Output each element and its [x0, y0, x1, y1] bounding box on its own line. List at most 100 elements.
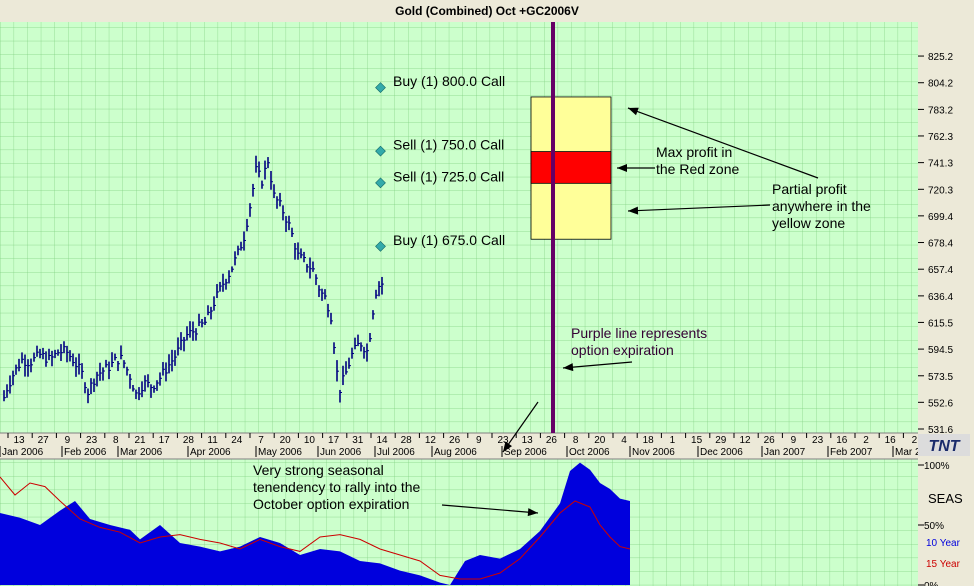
yellow-lower-arrow: [627, 204, 771, 212]
red-zone-arrow-head: [617, 164, 627, 172]
time-month-label: May 2006: [258, 447, 302, 458]
time-day-label: 13: [13, 435, 25, 446]
partial-profit-note: anywhere in the: [772, 198, 871, 214]
price-tick-label: 741.3: [928, 159, 953, 170]
time-day-label: 7: [258, 435, 264, 446]
seasonal-series: [0, 462, 631, 585]
price-tick-label: 678.4: [928, 239, 953, 250]
price-tick-label: 825.2: [928, 52, 953, 63]
time-day-label: 27: [38, 435, 50, 446]
max-profit-note: the Red zone: [656, 161, 739, 177]
profit-zones: [530, 96, 612, 240]
price-grid: [0, 22, 918, 433]
time-day-label: 28: [401, 435, 413, 446]
time-day-label: 26: [764, 435, 776, 446]
time-day-label: 31: [352, 435, 364, 446]
time-day-label: 16: [885, 435, 897, 446]
expiration-arrow-head: [563, 363, 574, 372]
strike-label: Sell (1) 750.0 Call: [393, 137, 504, 153]
seasonal-right-arrow-head: [527, 508, 538, 517]
time-day-label: 21: [134, 435, 146, 446]
seasonal-legend-title: SEAS: [928, 491, 963, 506]
time-day-label: 23: [812, 435, 824, 446]
time-day-label: 8: [573, 435, 579, 446]
time-day-label: 2: [863, 435, 869, 446]
seasonal-up-arrow: [502, 401, 539, 453]
seasonal-tick-label: 50%: [924, 521, 944, 532]
price-tick-label: 531.6: [928, 425, 953, 436]
seasonal-axis: [918, 459, 974, 586]
time-day-label: 28: [183, 435, 195, 446]
time-month-label: Sep 2006: [504, 447, 547, 458]
time-month-label: Jun 2006: [320, 447, 362, 458]
price-tick-label: 657.4: [928, 265, 953, 276]
time-day-label: 12: [425, 435, 437, 446]
price-tick-label: 594.5: [928, 345, 953, 356]
seasonal-note: tenendency to rally into the: [253, 479, 421, 495]
red-zone: [530, 151, 612, 184]
price-axis: [918, 22, 974, 433]
time-month-label: Nov 2006: [632, 447, 675, 458]
tnt-logo: TNT: [918, 434, 970, 456]
time-month-label: Jan 2006: [2, 447, 44, 458]
time-month-label: Oct 2006: [569, 447, 610, 458]
time-month-label: Mar 2006: [120, 447, 163, 458]
price-tick-label: 552.6: [928, 398, 953, 409]
yellow-upper-arrow-head: [628, 107, 639, 116]
strike-label: Sell (1) 725.0 Call: [393, 168, 504, 184]
time-day-label: 17: [159, 435, 171, 446]
seasonal-tick-label: 100%: [924, 461, 950, 472]
seasonal-note: October option expiration: [253, 496, 409, 512]
time-day-label: 9: [791, 435, 797, 446]
time-day-label: 29: [715, 435, 727, 446]
time-month-label: Apr 2006: [190, 447, 231, 458]
price-tick-label: 636.4: [928, 292, 953, 303]
time-day-label: 9: [65, 435, 71, 446]
time-day-label: 8: [113, 435, 119, 446]
time-day-label: 23: [497, 435, 509, 446]
title-bar: [0, 0, 974, 22]
price-tick-label: 804.2: [928, 79, 953, 90]
strike-marker: [375, 240, 386, 252]
seasonal-note: Very strong seasonal: [253, 462, 384, 478]
expiration-note: option expiration: [571, 342, 674, 358]
time-day-label: 26: [546, 435, 558, 446]
seasonal-line-15-year: [0, 476, 631, 580]
time-month-label: Jan 2007: [764, 447, 806, 458]
time-day-label: 18: [643, 435, 655, 446]
strike-marker: [375, 177, 386, 189]
time-day-label: 20: [280, 435, 292, 446]
time-day-label: 12: [739, 435, 751, 446]
option-strikes: Buy (1) 800.0 Call Sell (1) 750.0 Call Sel…: [375, 73, 505, 252]
time-day-label: 24: [231, 435, 243, 446]
time-day-label: 4: [621, 435, 627, 446]
price-tick-label: 783.2: [928, 105, 953, 116]
price-tick-label: 573.5: [928, 372, 953, 383]
chart-title: Gold (Combined) Oct +GC2006V: [395, 4, 579, 18]
time-day-label: 14: [376, 435, 388, 446]
time-day-label: 26: [449, 435, 461, 446]
time-month-label: Aug 2006: [434, 447, 477, 458]
time-day-label: 10: [304, 435, 316, 446]
price-tick-label: 615.5: [928, 318, 953, 329]
time-day-label: 1: [670, 435, 676, 446]
legend-15-year: 15 Year: [926, 559, 961, 570]
time-month-label: Jul 2006: [377, 447, 415, 458]
yellow-lower-arrow-head: [628, 206, 639, 215]
time-month-label: Feb 2006: [64, 447, 107, 458]
time-month-label: Dec 2006: [700, 447, 743, 458]
yellow-upper-arrow: [627, 107, 819, 179]
seasonal-area-10-year: [0, 462, 630, 585]
price-tick-label: 699.4: [928, 212, 953, 223]
legend-10-year: 10 Year: [926, 538, 961, 549]
seasonal-right-arrow: [441, 504, 539, 514]
time-month-label: Feb 2007: [830, 447, 873, 458]
expiration-note: Purple line represents: [571, 325, 707, 341]
time-day-label: 2: [912, 435, 918, 446]
expiration-arrow: [562, 361, 633, 369]
strike-marker: [375, 145, 386, 157]
price-bars: [3, 155, 384, 404]
